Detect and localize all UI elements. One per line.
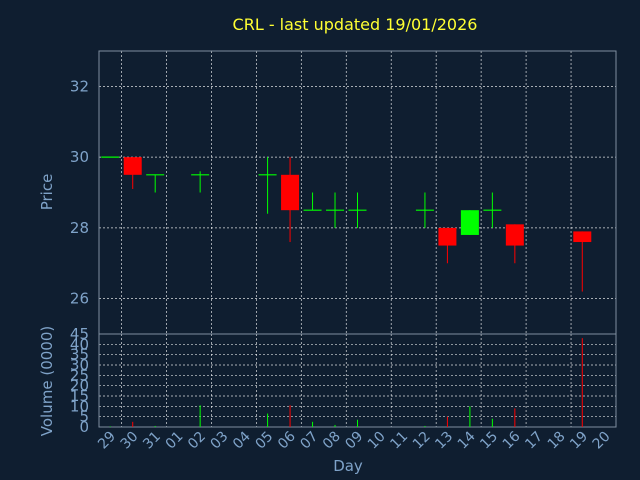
x-tick-label: 19: [567, 429, 591, 453]
candle: [303, 192, 322, 211]
candle: [348, 192, 367, 228]
x-tick-label: 11: [387, 429, 411, 453]
candle: [505, 224, 524, 264]
x-tick-label: 15: [477, 429, 501, 453]
volume-tick-label: 15: [70, 387, 89, 405]
candle: [326, 192, 345, 228]
candle-body: [573, 231, 592, 243]
price-tick-labels: 26 28 30 32: [70, 77, 89, 307]
price-tick-label: 32: [70, 77, 89, 95]
x-tick-label: 01: [163, 429, 187, 453]
volume-tick-label: 25: [70, 366, 89, 384]
x-tick-labels: 2930310102030405060708091011121314151617…: [95, 428, 613, 452]
price-tick-label: 28: [70, 219, 89, 237]
x-tick-label: 05: [252, 429, 276, 453]
x-tick-label: 09: [342, 429, 366, 453]
candle: [438, 227, 457, 264]
candle-body: [438, 227, 457, 246]
candle-body: [460, 210, 479, 235]
x-tick-label: 31: [140, 429, 164, 453]
x-gridlines: [121, 51, 572, 427]
volume-tick-label: 10: [70, 397, 89, 415]
candle-body: [281, 174, 300, 211]
x-tick-label: 03: [208, 429, 232, 453]
x-tick-label: 02: [185, 429, 209, 453]
price-tick-label: 26: [70, 290, 89, 308]
x-tick-label: 07: [297, 429, 321, 453]
candle: [573, 231, 592, 292]
candle: [415, 192, 434, 228]
x-tick-label: 06: [275, 428, 299, 452]
x-tick-label: 14: [455, 428, 479, 452]
candle: [191, 171, 210, 193]
volume-tick-label: 40: [70, 335, 89, 353]
volume-tick-label: 35: [70, 346, 89, 364]
candle: [146, 174, 165, 193]
volume-gridlines: [99, 343, 616, 418]
x-tick-label: 04: [230, 428, 254, 452]
volume-axis-label: Volume (0000): [38, 326, 56, 436]
volume-tick-label: 45: [70, 325, 89, 343]
price-axis-label: Price: [38, 174, 56, 211]
x-tick-label: 30: [118, 429, 142, 453]
price-tick-label: 30: [70, 148, 89, 166]
x-tick-label: 10: [365, 429, 389, 453]
volume-panel-frame: [98, 333, 617, 428]
candle: [281, 157, 300, 243]
candle: [483, 192, 502, 228]
x-axis-label: Day: [333, 457, 363, 475]
candles: [101, 156, 592, 292]
chart-title: CRL - last updated 19/01/2026: [233, 15, 478, 34]
x-tick-label: 29: [95, 429, 119, 453]
x-tick-label: 18: [545, 429, 569, 453]
volume-tick-label: 30: [70, 356, 89, 374]
x-tick-label: 20: [590, 429, 614, 453]
volume-bars: [109, 338, 583, 427]
x-tick-label: 08: [320, 429, 344, 453]
x-tick-label: 16: [500, 428, 524, 452]
candle: [123, 157, 142, 189]
volume-tick-label: 20: [70, 377, 89, 395]
x-tick-label: 13: [432, 429, 456, 453]
candle-body: [505, 224, 524, 246]
volume-tick-label: 5: [79, 408, 89, 426]
x-tick-label: 12: [410, 429, 434, 453]
candle: [460, 210, 479, 235]
candle: [258, 157, 277, 214]
x-tick-label: 17: [522, 429, 546, 453]
candle-body: [123, 157, 142, 175]
volume-tick-label: 0: [79, 418, 89, 436]
